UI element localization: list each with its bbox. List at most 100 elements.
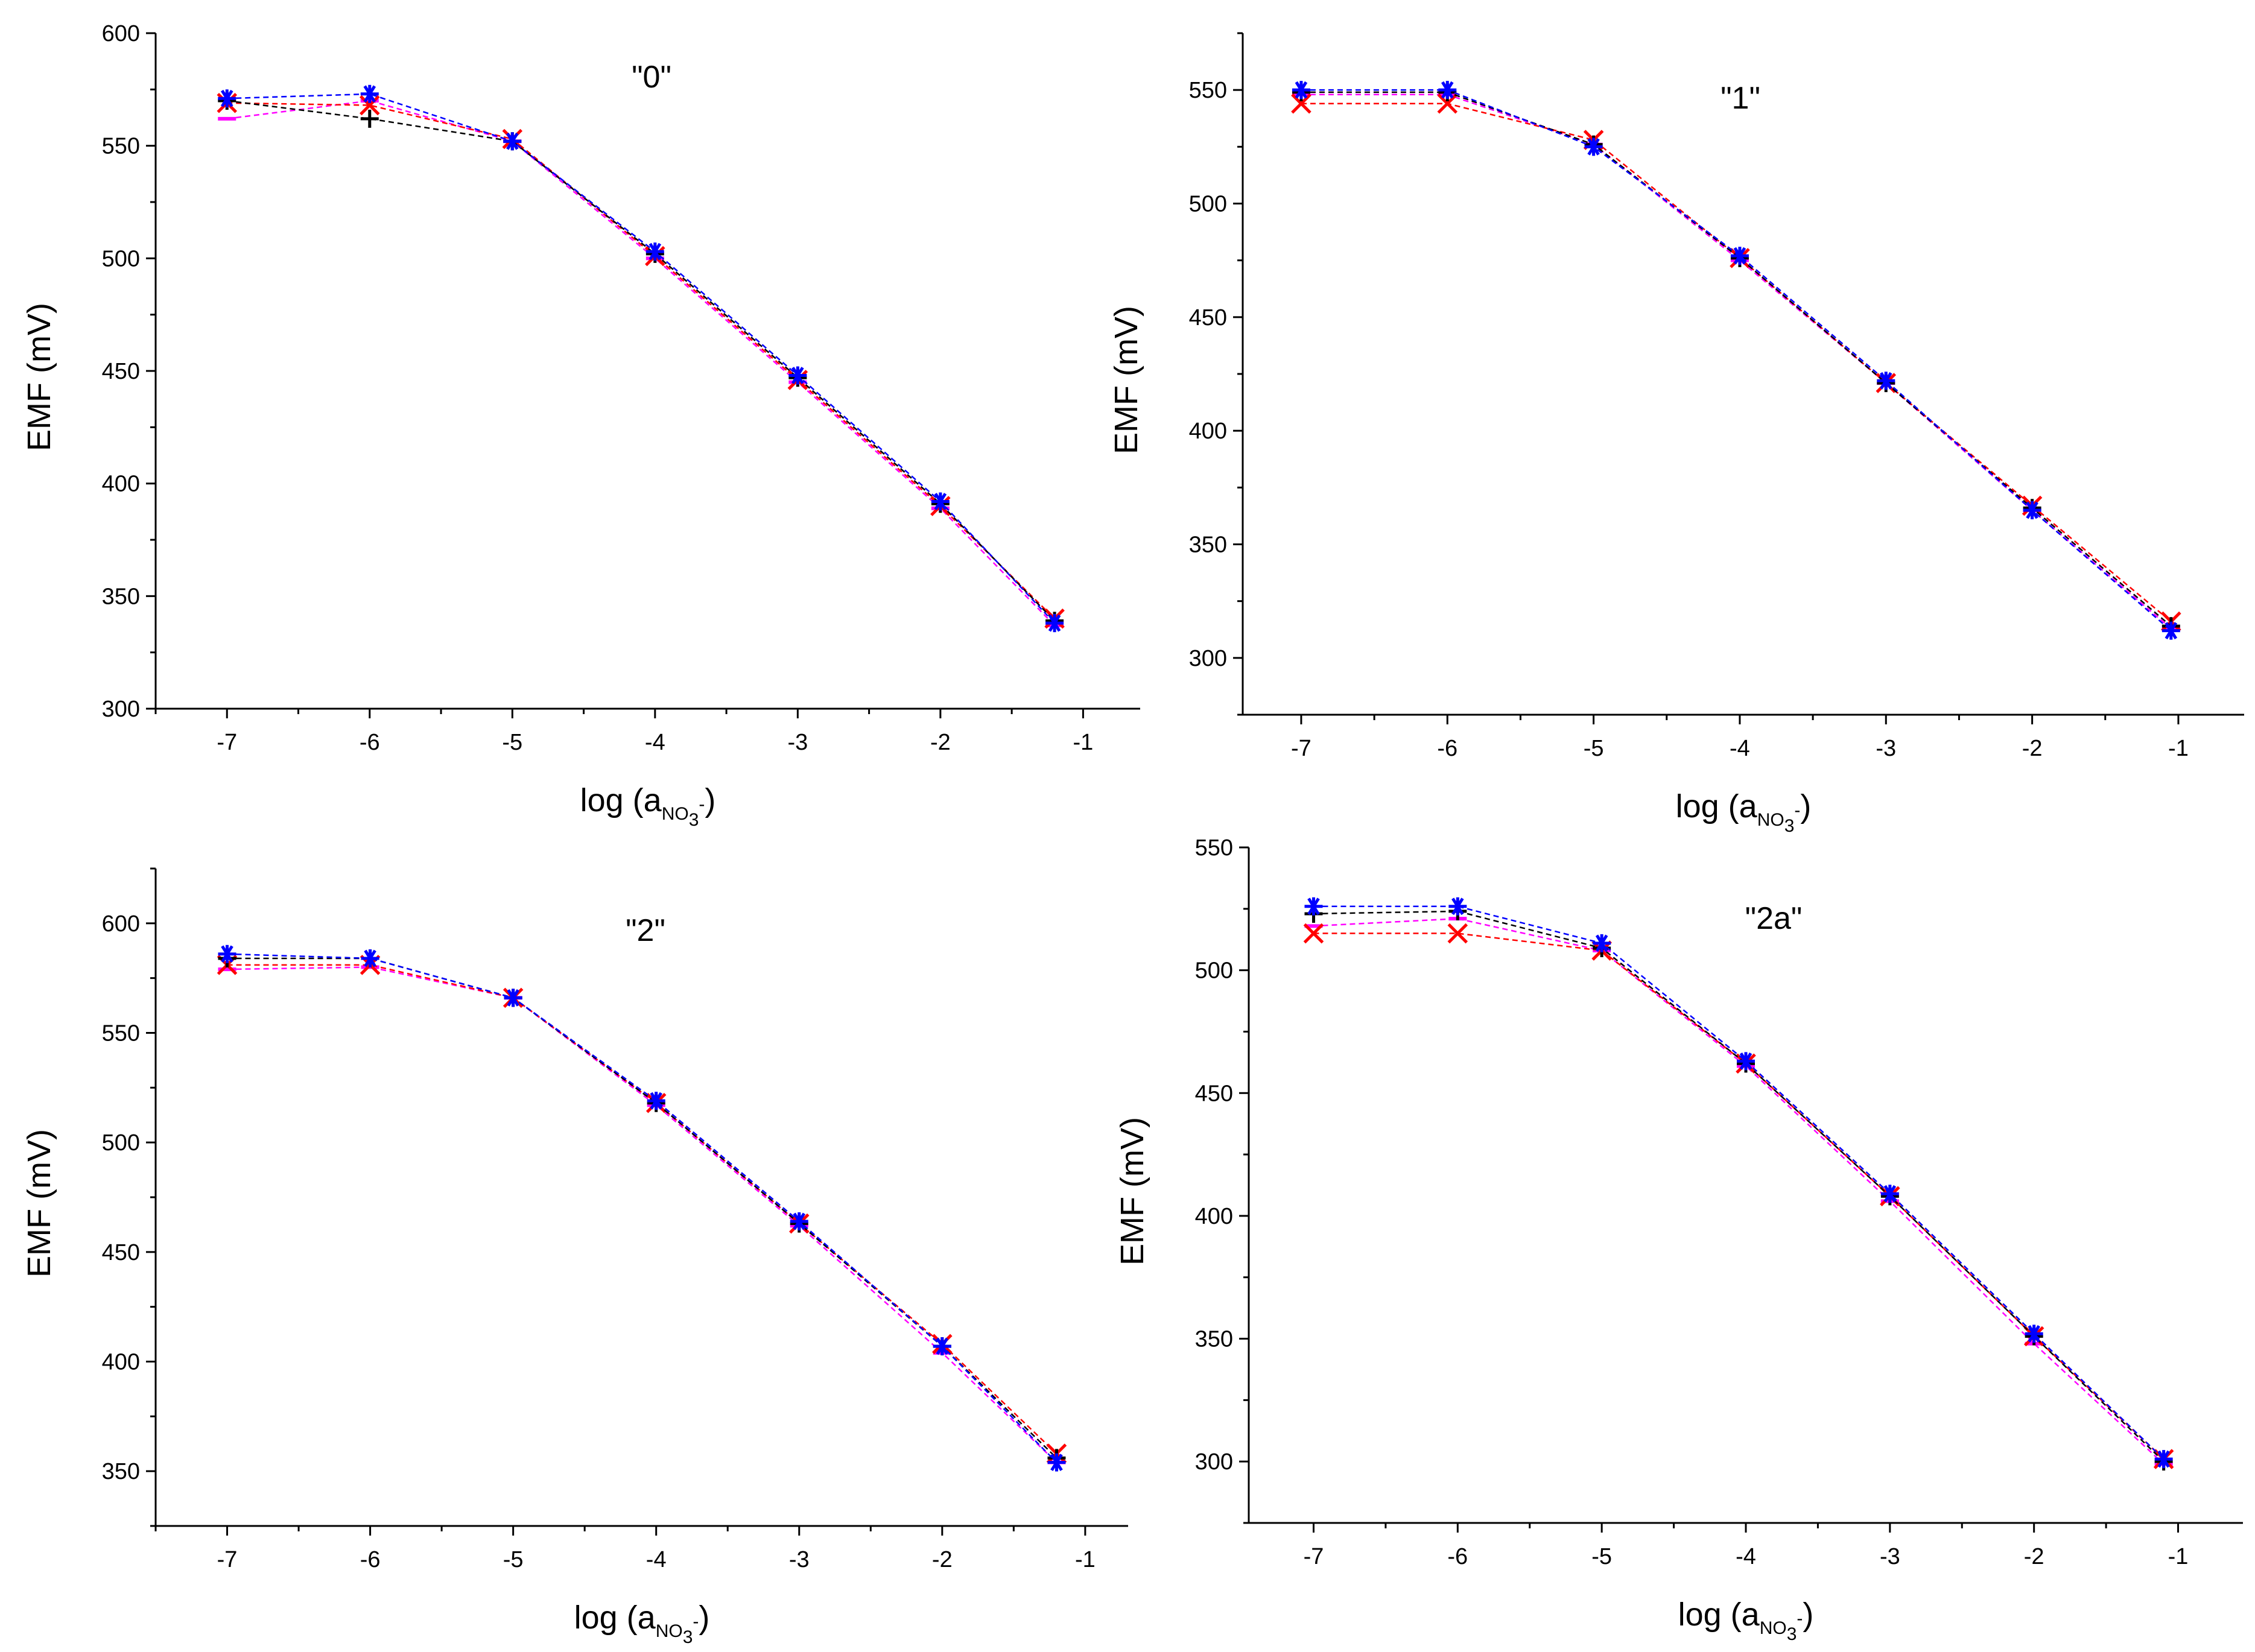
x-tick-label: -1 [2168, 736, 2189, 761]
x-axis-title: log (aNO3-) [574, 1600, 710, 1647]
x-axis-title-main: log (a [574, 1600, 656, 1636]
panel-title: "2a" [1745, 901, 1803, 936]
data-point [360, 95, 380, 116]
chart-panel-4: 300 350 400 450 500 550 -7 -6 -5 -4 -3 -2 -1 EMF (mV)… [1114, 835, 2243, 1644]
data-point [2023, 501, 2041, 519]
y-tick-label: 500 [102, 1130, 140, 1156]
data-point [790, 1212, 808, 1230]
y-axis-title: EMF (mV) [1114, 1117, 1150, 1265]
x-tick-label: -1 [1073, 730, 1093, 755]
data-point [360, 84, 379, 103]
data-point [2161, 621, 2180, 640]
data-point [1045, 614, 1064, 633]
y-tick-label: 350 [1195, 1327, 1233, 1352]
x-tick-label: -2 [2024, 1544, 2044, 1569]
x-axis-title-sub: NO [656, 1621, 683, 1641]
data-point [1730, 247, 1749, 265]
x-tick-label: -4 [1736, 1544, 1756, 1569]
data-point [1447, 923, 1468, 944]
y-tick-label: 450 [1195, 1081, 1233, 1106]
x-tick-label: -5 [1591, 1544, 1612, 1569]
data-point [1303, 923, 1324, 944]
panel-title: "0" [632, 60, 671, 95]
data-point [1304, 897, 1323, 916]
data-point [1437, 93, 1458, 114]
y-tick-label: 550 [102, 1021, 140, 1046]
x-tick-label: -2 [930, 730, 951, 755]
data-point [1593, 934, 1611, 952]
y-tick-label: 300 [1195, 1449, 1233, 1475]
y-tick-label: 400 [102, 1350, 140, 1375]
y-tick-label: 300 [1189, 646, 1227, 671]
y-axis-title: EMF (mV) [21, 1129, 57, 1277]
data-point [1880, 1185, 1899, 1203]
x-tick-label: -4 [645, 730, 665, 755]
data-point [2025, 1324, 2043, 1343]
y-tick-label: 350 [102, 1459, 140, 1484]
data-point [1584, 138, 1603, 156]
series-D [1304, 897, 2173, 1469]
x-axis-title-main: log (a [1678, 1597, 1760, 1633]
data-point [1737, 1052, 1755, 1071]
x-tick-label: -6 [1437, 736, 1457, 761]
x-tick-label: -6 [360, 730, 380, 755]
data-point [503, 132, 522, 151]
y-tick-label: 400 [1189, 419, 1227, 444]
data-point [933, 1337, 951, 1356]
panel-title: "1" [1721, 81, 1760, 116]
y-tick-label: 550 [1189, 78, 1227, 103]
x-axis-title-close: ) [1803, 1597, 1813, 1633]
x-axis-title-sup: - [1794, 800, 1800, 820]
x-axis-title-sub-index: 3 [1784, 816, 1795, 836]
y-tick-label: 500 [102, 246, 140, 271]
x-tick-label: -3 [1876, 736, 1896, 761]
y-tick-label: 500 [1189, 192, 1227, 217]
y-tick-label: 400 [102, 472, 140, 497]
y-tick-label: 550 [1195, 835, 1233, 861]
chart-panel-2: 300 350 400 450 500 550 -7 -6 -5 -4 -3 -2 -1 EMF (mV)… [1108, 32, 2244, 836]
panel-title: "2" [626, 913, 665, 948]
x-tick-label: -5 [1584, 736, 1604, 761]
y-tick-label: 500 [1195, 958, 1233, 984]
x-tick-label: -1 [2168, 1544, 2189, 1569]
data-point [361, 949, 379, 967]
x-tick-label: -6 [360, 1547, 381, 1572]
y-tick-label: 600 [102, 911, 140, 937]
y-tick-label: 350 [1189, 533, 1227, 558]
y-tick-label: 450 [102, 1240, 140, 1265]
series-D [1292, 81, 2180, 640]
x-axis-title-sub: NO [662, 804, 689, 824]
data-point [504, 989, 522, 1007]
y-axis-title: EMF (mV) [21, 303, 57, 451]
x-tick-label: -3 [789, 1547, 810, 1572]
series-D [218, 84, 1064, 633]
x-axis-title-main: log (a [580, 782, 662, 818]
x-axis-title-close: ) [699, 1600, 709, 1636]
x-tick-label: -7 [217, 730, 237, 755]
x-tick-label: -4 [1730, 736, 1750, 761]
x-axis-title-sup: - [699, 794, 705, 814]
data-point [2154, 1450, 2173, 1469]
y-tick-label: 300 [102, 697, 140, 722]
y-tick-label: 550 [102, 134, 140, 159]
data-point [1047, 1453, 1066, 1472]
data-point [1877, 372, 1895, 390]
y-tick-label: 400 [1195, 1204, 1233, 1229]
data-point [218, 89, 236, 108]
x-axis-title: log (aNO3-) [580, 782, 716, 830]
x-axis-title-sub-index: 3 [683, 1627, 693, 1647]
y-tick-label: 450 [1189, 305, 1227, 331]
x-axis-title-sub: NO [1757, 810, 1784, 830]
data-point [1291, 93, 1311, 114]
x-axis-title-close: ) [1800, 788, 1811, 824]
x-axis-title: log (aNO3-) [1678, 1597, 1814, 1644]
data-point [218, 945, 236, 963]
data-point [647, 1092, 665, 1110]
data-point [788, 366, 807, 385]
x-tick-label: -2 [2022, 736, 2043, 761]
x-tick-label: -2 [932, 1547, 953, 1572]
chart-panel-1: 300 350 400 450 500 550 600 -7 -6 -5 -4 -3 -2 -1 EMF (… [21, 21, 1140, 830]
x-axis-title-sup: - [1797, 1609, 1803, 1628]
y-tick-label: 450 [102, 359, 140, 384]
